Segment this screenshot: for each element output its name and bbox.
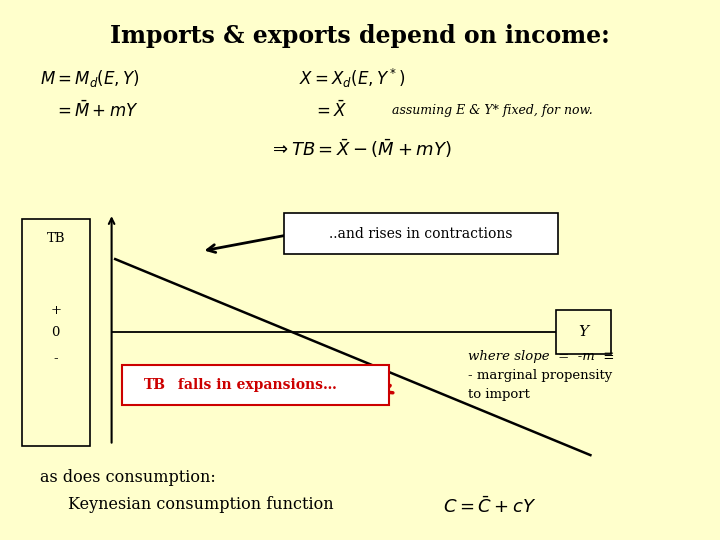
Text: $\Rightarrow TB = \bar{X} - (\bar{M} + mY)$: $\Rightarrow TB = \bar{X} - (\bar{M} + m… [269, 137, 451, 160]
Text: Y: Y [578, 325, 588, 339]
FancyBboxPatch shape [284, 213, 558, 254]
Text: ..and rises in contractions: ..and rises in contractions [330, 227, 513, 240]
FancyBboxPatch shape [22, 219, 90, 446]
Text: $= \bar{M} + mY$: $= \bar{M} + mY$ [54, 100, 138, 121]
Text: TB: TB [144, 378, 166, 392]
FancyBboxPatch shape [122, 364, 389, 405]
Text: - marginal propensity: - marginal propensity [468, 369, 612, 382]
FancyBboxPatch shape [556, 310, 611, 354]
Text: 0: 0 [52, 326, 60, 339]
Text: Keynesian consumption function: Keynesian consumption function [68, 496, 334, 514]
Text: to import: to import [468, 388, 530, 401]
Text: assuming E & Y* fixed, for now.: assuming E & Y* fixed, for now. [392, 104, 593, 117]
Text: $X = X_d(E,Y^*)$: $X = X_d(E,Y^*)$ [299, 67, 405, 90]
Text: as does consumption:: as does consumption: [40, 469, 215, 487]
Text: falls in expansions…: falls in expansions… [173, 378, 337, 392]
Text: +: + [50, 304, 61, 317]
Text: $C= \bar{C} + cY$: $C= \bar{C} + cY$ [443, 496, 536, 517]
Text: TB: TB [47, 232, 65, 245]
Text: $= \bar{X}$: $= \bar{X}$ [313, 100, 347, 121]
Text: $M = M_d(E,Y)$: $M = M_d(E,Y)$ [40, 68, 140, 89]
Text: -: - [53, 353, 58, 366]
Text: where slope  =  -m  ≡: where slope = -m ≡ [468, 350, 614, 363]
Text: Imports & exports depend on income:: Imports & exports depend on income: [110, 24, 610, 48]
